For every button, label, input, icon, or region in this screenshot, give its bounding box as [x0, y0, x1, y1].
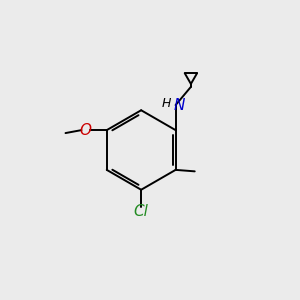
Text: N: N — [173, 98, 185, 112]
Text: Cl: Cl — [134, 204, 148, 219]
Text: O: O — [80, 123, 92, 138]
Text: H: H — [161, 97, 171, 110]
